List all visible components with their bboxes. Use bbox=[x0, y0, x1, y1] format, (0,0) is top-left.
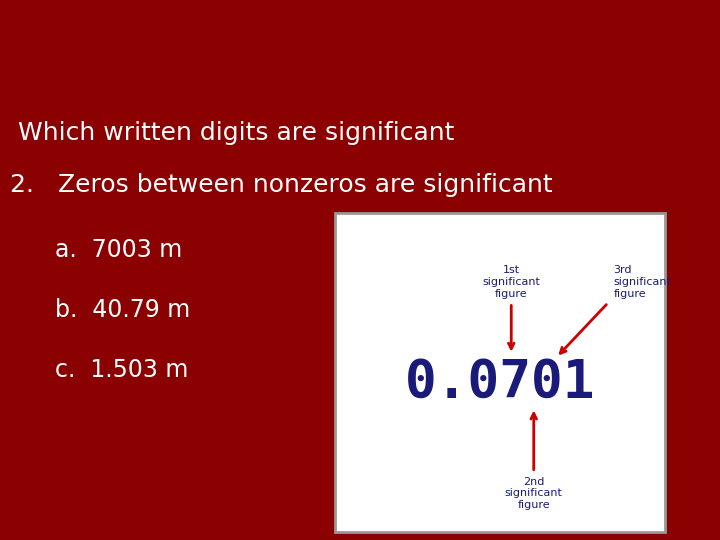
Text: 3rd
significant
figure: 3rd significant figure bbox=[613, 265, 671, 299]
Text: 1st
significant
figure: 1st significant figure bbox=[482, 265, 540, 299]
Text: 2nd
significant
figure: 2nd significant figure bbox=[505, 477, 563, 510]
Text: b.  40.79 m: b. 40.79 m bbox=[55, 298, 190, 322]
Text: c.  1.503 m: c. 1.503 m bbox=[55, 358, 189, 382]
Text: 2.   Zeros between nonzeros are significant: 2. Zeros between nonzeros are significan… bbox=[10, 173, 553, 197]
Text: 0.0701: 0.0701 bbox=[405, 356, 595, 409]
Bar bbox=[335, 213, 665, 532]
Text: Which written digits are significant: Which written digits are significant bbox=[18, 121, 454, 145]
Text: Measurements and Their Uncertainty 3.1: Measurements and Their Uncertainty 3.1 bbox=[6, 26, 680, 55]
Text: Express appropriate numbers of significant figures for calculated data: Express appropriate numbers of significa… bbox=[68, 69, 652, 83]
Text: a.  7003 m: a. 7003 m bbox=[55, 238, 182, 262]
